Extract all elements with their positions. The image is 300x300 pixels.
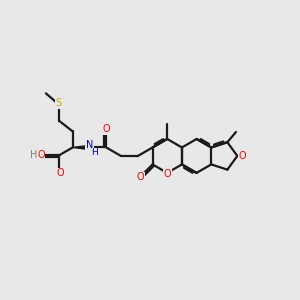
Text: O: O	[57, 168, 64, 178]
Text: H: H	[91, 148, 98, 157]
Text: H: H	[30, 150, 38, 160]
Text: O: O	[239, 151, 247, 161]
Text: O: O	[37, 150, 45, 160]
Text: O: O	[164, 169, 171, 179]
Polygon shape	[73, 146, 89, 150]
Text: O: O	[137, 172, 145, 182]
Text: N: N	[86, 140, 93, 150]
Text: O: O	[103, 124, 110, 134]
Text: S: S	[56, 98, 62, 109]
